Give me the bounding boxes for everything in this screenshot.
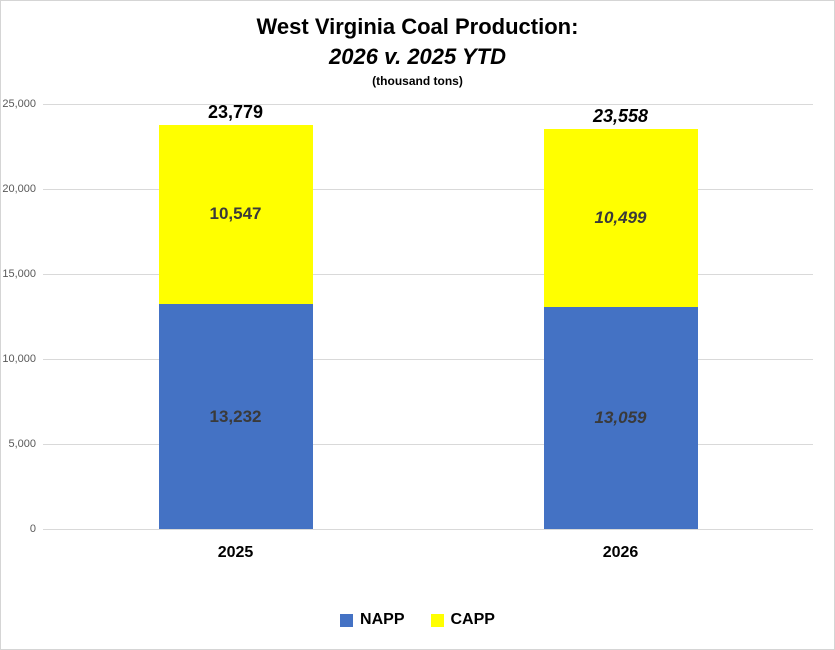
gridline	[43, 103, 813, 105]
gridline	[43, 443, 813, 445]
y-axis-tick-label: 5,000	[8, 438, 36, 450]
bar-segment-capp-2026: 10,499	[543, 128, 698, 307]
y-axis-tick-label: 20,000	[2, 183, 36, 195]
chart-subtitle: 2026 v. 2025 YTD	[329, 44, 506, 69]
gridline	[43, 188, 813, 190]
gridline	[43, 528, 813, 530]
legend-label: NAPP	[360, 611, 405, 628]
x-axis-category-label: 2025	[217, 544, 254, 561]
legend-item-napp: NAPP	[340, 611, 405, 629]
total-data-label: 23,779	[207, 101, 264, 122]
total-data-label: 23,558	[592, 105, 649, 126]
legend-label: CAPP	[450, 611, 495, 628]
y-axis-tick-label: 25,000	[2, 98, 36, 110]
gridline	[43, 273, 813, 275]
bar-segment-napp-2026: 13,059	[543, 306, 698, 529]
gridline	[43, 358, 813, 360]
y-axis-tick-label: 15,000	[2, 268, 36, 280]
legend-item-capp: CAPP	[430, 611, 495, 629]
x-axis-category-label: 2026	[602, 544, 639, 561]
chart-units-note: (thousand tons)	[372, 74, 463, 88]
legend-swatch-napp	[340, 613, 354, 627]
segment-data-label: 13,232	[209, 406, 262, 426]
bar-segment-capp-2025: 10,547	[158, 124, 313, 305]
chart-title: West Virginia Coal Production:	[256, 14, 579, 39]
segment-data-label: 10,547	[209, 204, 262, 224]
chart-title-block: West Virginia Coal Production: 2026 v. 2…	[1, 12, 834, 89]
segment-data-label: 13,059	[594, 407, 647, 427]
y-axis-tick-label: 0	[29, 523, 36, 535]
bar-segment-napp-2025: 13,232	[158, 304, 313, 529]
legend: NAPP CAPP	[1, 611, 834, 629]
y-axis-tick-label: 10,000	[2, 353, 36, 365]
legend-swatch-capp	[430, 613, 444, 627]
segment-data-label: 10,499	[594, 207, 647, 227]
